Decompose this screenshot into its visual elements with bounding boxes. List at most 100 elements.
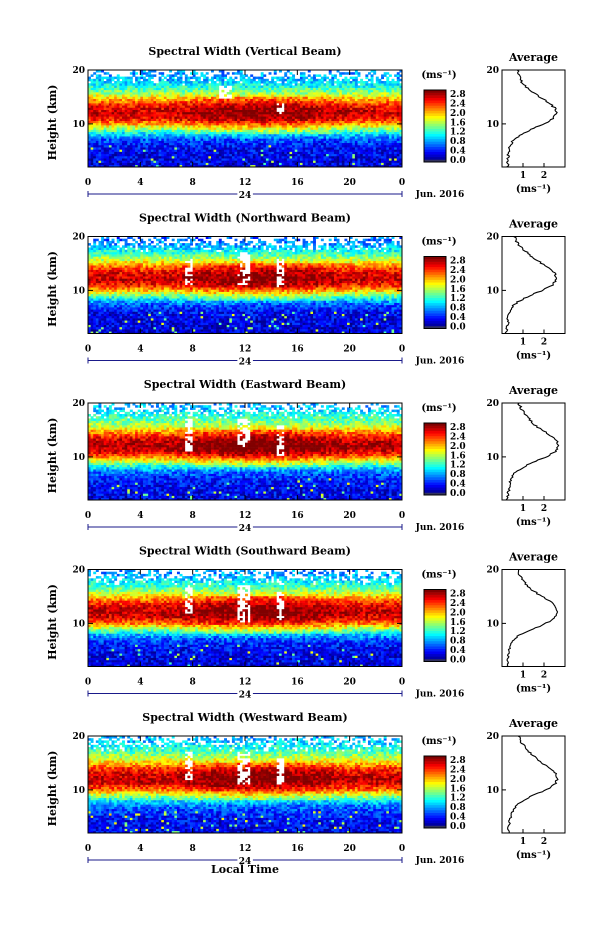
heatmap-cell: [352, 116, 355, 119]
heatmap-cell: [248, 94, 251, 97]
heatmap-cell: [355, 94, 358, 97]
heatmap-cell: [201, 163, 204, 166]
heatmap-cell: [287, 103, 290, 106]
heatmap-cell: [96, 94, 99, 97]
heatmap-cell: [287, 152, 290, 155]
heatmap-cell: [138, 79, 141, 82]
heatmap-cell: [161, 90, 164, 93]
heatmap-cell: [358, 72, 361, 75]
heatmap-cell: [269, 154, 272, 157]
heatmap-cell: [295, 92, 298, 95]
heatmap-cell: [232, 143, 235, 146]
heatmap-cell: [308, 96, 311, 99]
heatmap-cell: [271, 149, 274, 152]
heatmap-cell: [347, 158, 350, 161]
heatmap-cell: [232, 132, 235, 135]
colorbar-segment: [424, 126, 446, 129]
heatmap-cell: [119, 127, 122, 130]
heatmap-cell: [190, 94, 193, 97]
heatmap-cell: [276, 143, 279, 146]
heatmap-cell: [132, 90, 135, 93]
heatmap-cell: [292, 132, 295, 135]
heatmap-cell: [245, 134, 248, 137]
heatmap-cell: [337, 163, 340, 166]
heatmap-cell: [287, 147, 290, 150]
heatmap-cell: [177, 90, 180, 93]
heatmap-cell: [201, 152, 204, 155]
heatmap-cell: [190, 101, 193, 104]
heatmap-cell: [232, 136, 235, 139]
heatmap-cell: [266, 163, 269, 166]
heatmap-cell: [253, 88, 256, 91]
heatmap-cell: [363, 121, 366, 124]
heatmap-cell: [127, 119, 130, 122]
heatmap-cell: [227, 130, 230, 133]
heatmap-cell: [104, 143, 107, 146]
heatmap-cell: [371, 145, 374, 148]
heatmap-cell: [331, 85, 334, 88]
heatmap-cell: [201, 103, 204, 106]
heatmap-cell: [318, 83, 321, 86]
heatmap-cell: [227, 141, 230, 144]
heatmap-cell: [295, 138, 298, 141]
heatmap-cell: [295, 154, 298, 157]
heatmap-cell: [381, 90, 384, 93]
heatmap-cell: [240, 163, 243, 166]
heatmap-cell: [208, 88, 211, 91]
heatmap-cell: [169, 147, 172, 150]
heatmap-cell: [263, 90, 266, 93]
heatmap-cell: [258, 85, 261, 88]
heatmap-cell: [363, 152, 366, 155]
heatmap-cell: [148, 143, 151, 146]
heatmap-cell: [91, 105, 94, 108]
heatmap-cell: [96, 152, 99, 155]
heatmap-cell: [198, 136, 201, 139]
heatmap-cell: [305, 105, 308, 108]
heatmap-cell: [347, 134, 350, 137]
heatmap-cell: [295, 112, 298, 115]
heatmap-cell: [161, 152, 164, 155]
heatmap-cell: [337, 138, 340, 141]
heatmap-cell: [211, 152, 214, 155]
heatmap-cell: [310, 163, 313, 166]
heatmap-cell: [245, 130, 248, 133]
heatmap-cell: [329, 90, 332, 93]
heatmap-cell: [255, 114, 258, 117]
heatmap-cell: [384, 127, 387, 130]
heatmap-cell: [376, 119, 379, 122]
heatmap-cell: [180, 83, 183, 86]
heatmap-cell: [193, 77, 196, 80]
heatmap-cell: [344, 127, 347, 130]
heatmap-cell: [98, 90, 101, 93]
heatmap-cell: [339, 103, 342, 106]
heatmap-cell: [127, 163, 130, 166]
heatmap-cell: [310, 132, 313, 135]
heatmap-cell: [261, 81, 264, 84]
heatmap-cell: [255, 88, 258, 91]
heatmap-cell: [130, 107, 133, 110]
heatmap-cell: [229, 92, 232, 95]
heatmap-cell: [248, 163, 251, 166]
heatmap-cell: [365, 83, 368, 86]
heatmap-cell: [331, 141, 334, 144]
heatmap-cell: [211, 79, 214, 82]
heatmap-cell: [182, 114, 185, 117]
heatmap-cell: [101, 123, 104, 126]
heatmap-cell: [365, 123, 368, 126]
heatmap-cell: [371, 154, 374, 157]
heatmap-cell: [392, 92, 395, 95]
heatmap-cell: [169, 92, 172, 95]
heatmap-cell: [261, 145, 264, 148]
heatmap-cell: [159, 121, 162, 124]
heatmap-cell: [289, 114, 292, 117]
heatmap-cell: [381, 136, 384, 139]
heatmap-cell: [159, 123, 162, 126]
heatmap-cell: [174, 160, 177, 163]
heatmap-cell: [117, 141, 120, 144]
heatmap-cell: [363, 85, 366, 88]
heatmap-cell: [376, 85, 379, 88]
heatmap-cell: [316, 110, 319, 113]
heatmap-cell: [279, 119, 282, 122]
heatmap-cell: [360, 99, 363, 102]
heatmap-cell: [227, 160, 230, 163]
